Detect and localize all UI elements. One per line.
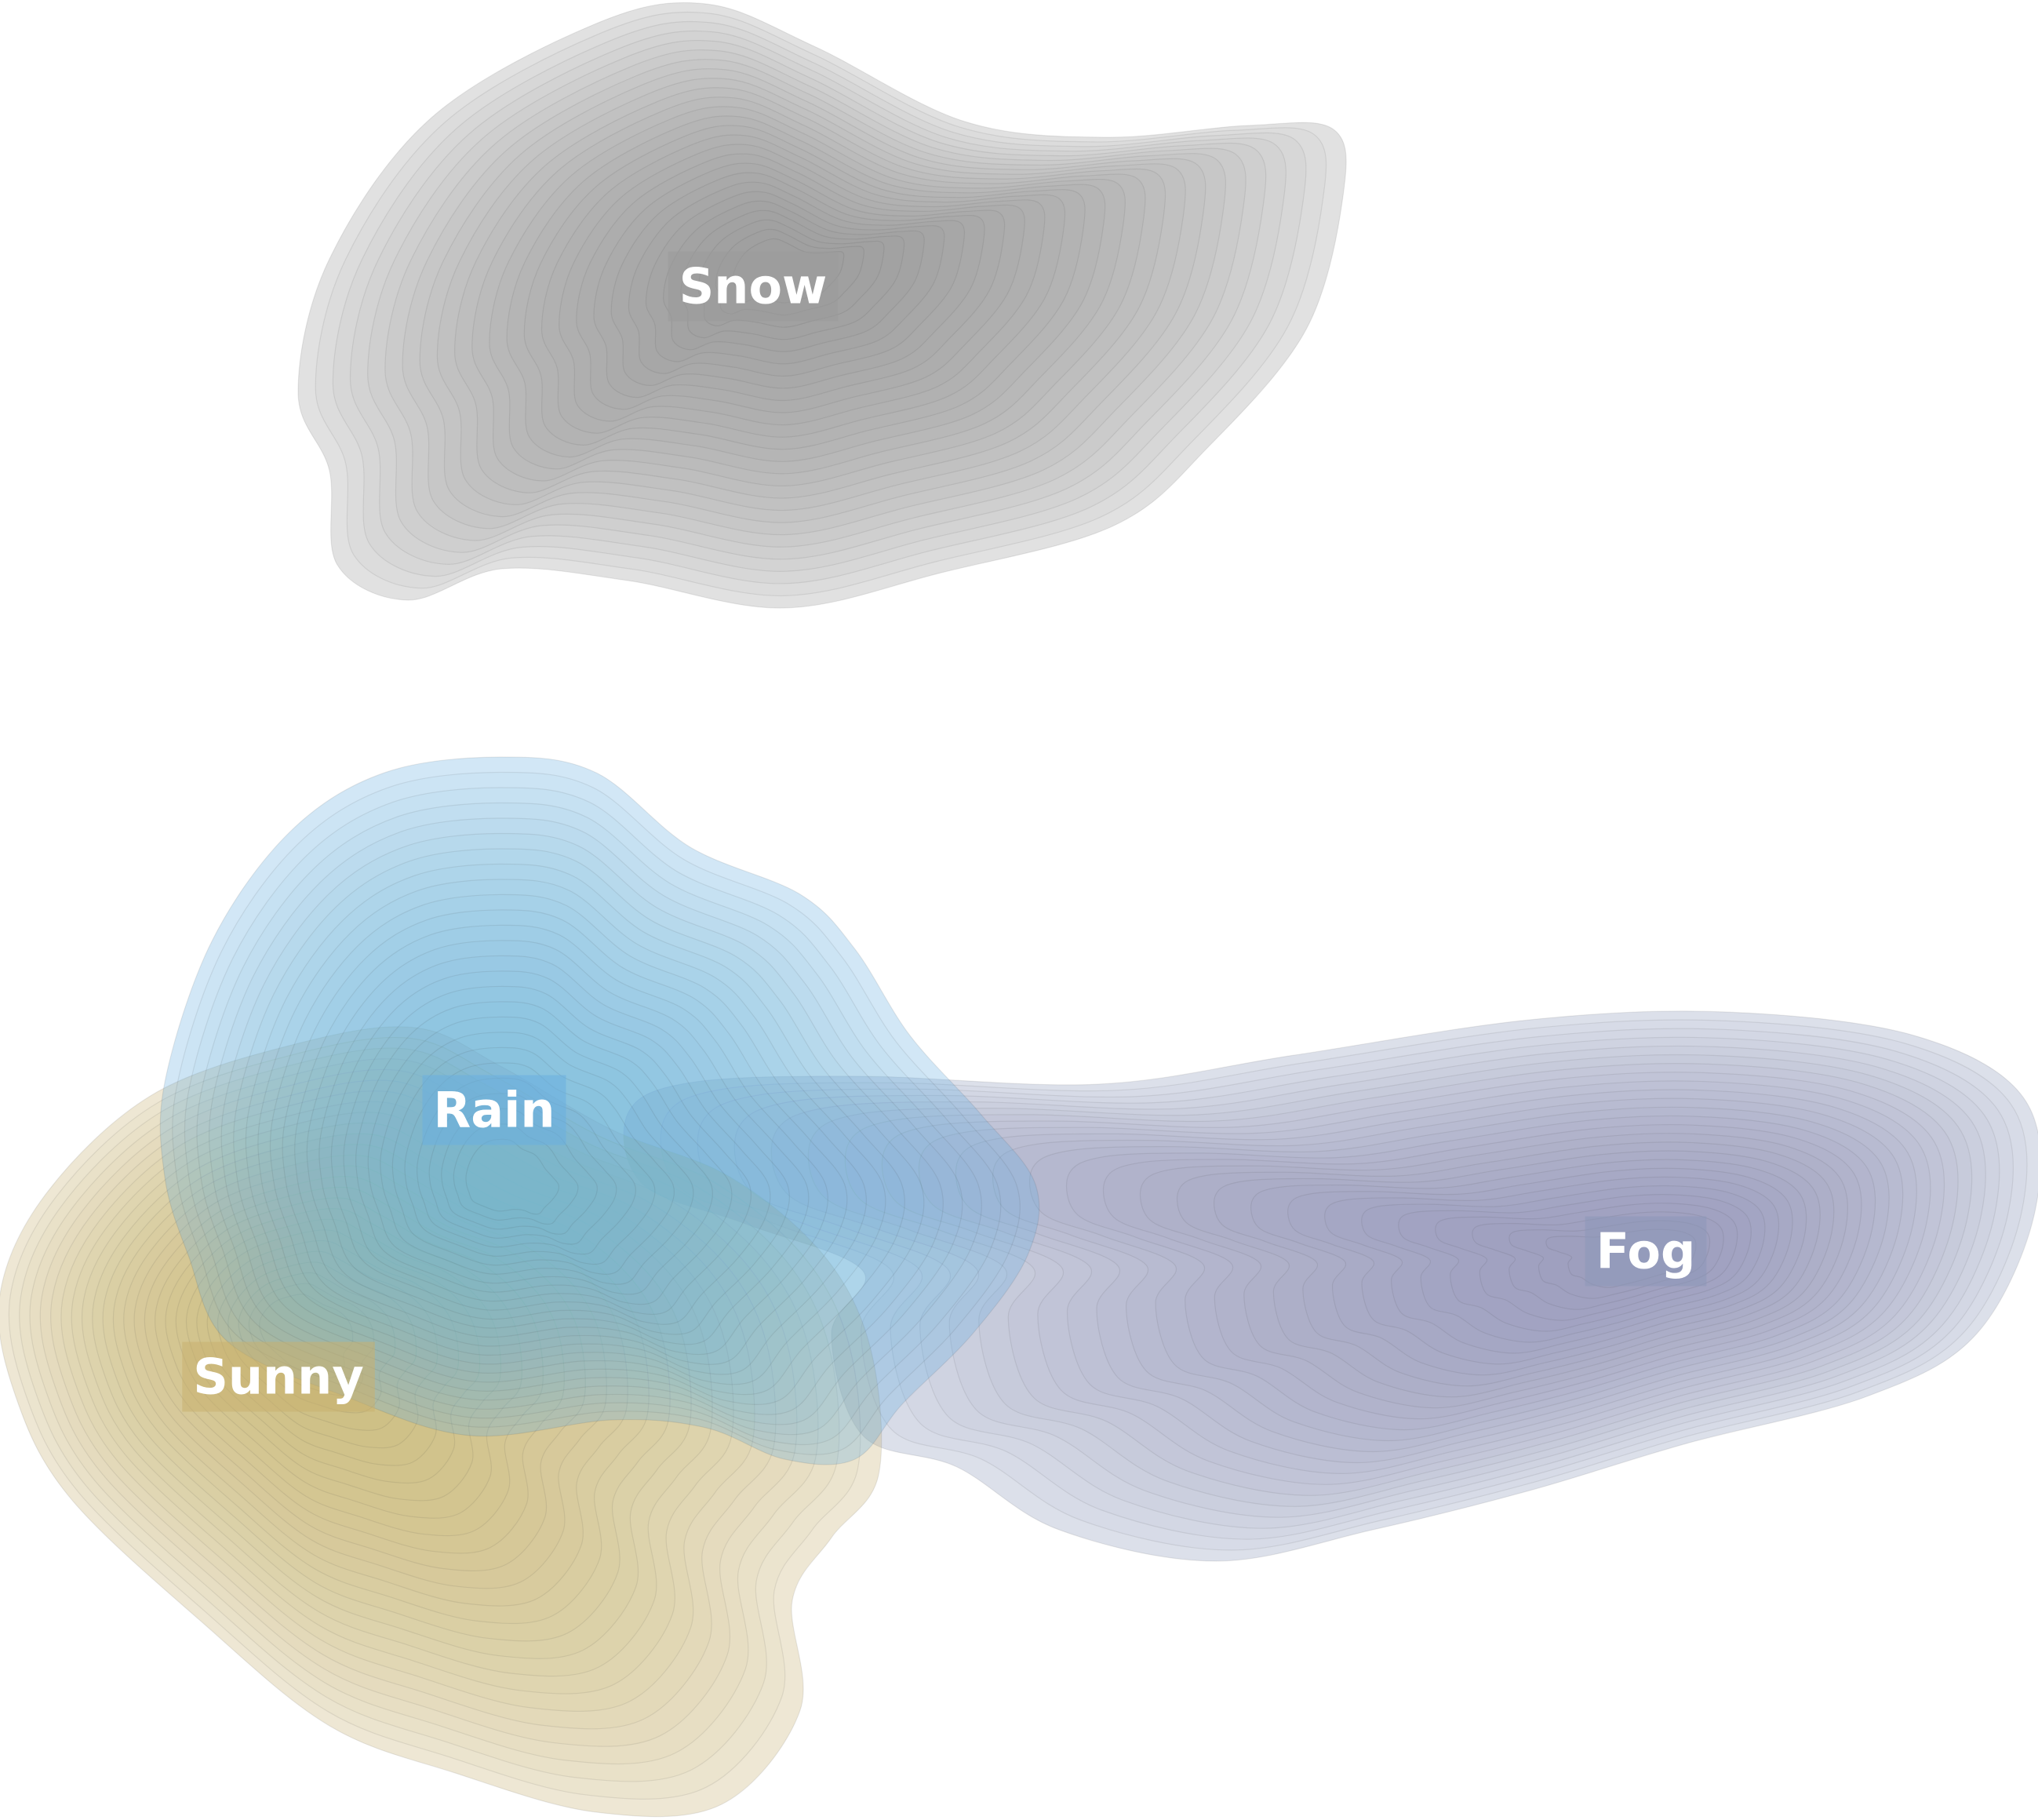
sunny-contour-level bbox=[71, 1101, 734, 1694]
rain-contour-level bbox=[453, 1123, 579, 1225]
fog-contour-level bbox=[623, 1010, 2038, 1562]
fog-label: Fog bbox=[1585, 1216, 1707, 1287]
rain-contour-level bbox=[196, 802, 982, 1436]
fog-contour-level bbox=[1140, 1133, 1848, 1409]
fog-contour-level bbox=[881, 1072, 1945, 1485]
rain-contour-level bbox=[220, 832, 944, 1415]
sunny-contour-level bbox=[81, 1112, 713, 1677]
fog-label-background bbox=[1585, 1216, 1707, 1287]
rain-label-text: Rain bbox=[434, 1082, 555, 1139]
fog-contour-level bbox=[697, 1028, 2014, 1540]
sunny-contour-level bbox=[102, 1133, 671, 1642]
fog-contour-level bbox=[1177, 1141, 1835, 1398]
sunny-label-text: Sunny bbox=[193, 1349, 363, 1406]
rain-contour-level bbox=[159, 756, 1040, 1465]
rain-contour-level bbox=[233, 848, 925, 1405]
fog-contour-level bbox=[770, 1045, 1986, 1518]
fog-contour-level bbox=[1103, 1123, 1862, 1420]
sunny-contour-level bbox=[123, 1154, 628, 1607]
fog-contour-level bbox=[992, 1097, 1904, 1453]
fog-contour-level bbox=[660, 1019, 2028, 1551]
rain-contour-level bbox=[257, 879, 886, 1385]
rain-contour-level bbox=[330, 970, 771, 1325]
fog-density-region bbox=[623, 1010, 2038, 1562]
rain-contour-level bbox=[465, 1138, 560, 1215]
fog-contour-level bbox=[1250, 1159, 1807, 1376]
sunny-label: Sunny bbox=[182, 1341, 375, 1412]
fog-contour-level bbox=[844, 1063, 1959, 1496]
cluster-labels: Snow Rain Fog Sunny bbox=[182, 251, 1707, 1412]
sunny-contour-level bbox=[112, 1144, 650, 1625]
rain-label: Rain bbox=[422, 1075, 566, 1145]
fog-contour-level bbox=[1214, 1150, 1821, 1387]
fog-contour-level bbox=[955, 1089, 1917, 1464]
rain-contour-level bbox=[245, 863, 905, 1396]
rain-contour-level bbox=[269, 894, 867, 1375]
rain-label-background bbox=[422, 1075, 566, 1145]
snow-label-text: Snow bbox=[679, 258, 828, 315]
snow-label: Snow bbox=[668, 251, 839, 322]
fog-contour-level bbox=[1029, 1106, 1890, 1442]
rain-contour-level bbox=[172, 771, 1021, 1455]
fog-contour-level bbox=[1066, 1115, 1876, 1431]
sunny-density-region bbox=[0, 1026, 883, 1818]
fog-contour-level bbox=[807, 1054, 1973, 1507]
fog-label-text: Fog bbox=[1596, 1223, 1696, 1280]
sunny-contour-level bbox=[92, 1122, 692, 1659]
rain-contour-level bbox=[318, 955, 790, 1335]
rain-contour-level bbox=[184, 787, 1002, 1446]
rain-contour-level bbox=[208, 817, 963, 1425]
snow-label-background bbox=[668, 251, 839, 322]
sunny-label-background bbox=[182, 1341, 375, 1412]
rain-contour-level bbox=[343, 985, 752, 1315]
sunny-contour-level bbox=[60, 1090, 755, 1712]
fog-contour-level bbox=[918, 1080, 1931, 1475]
fog-contour-level bbox=[733, 1036, 2000, 1529]
